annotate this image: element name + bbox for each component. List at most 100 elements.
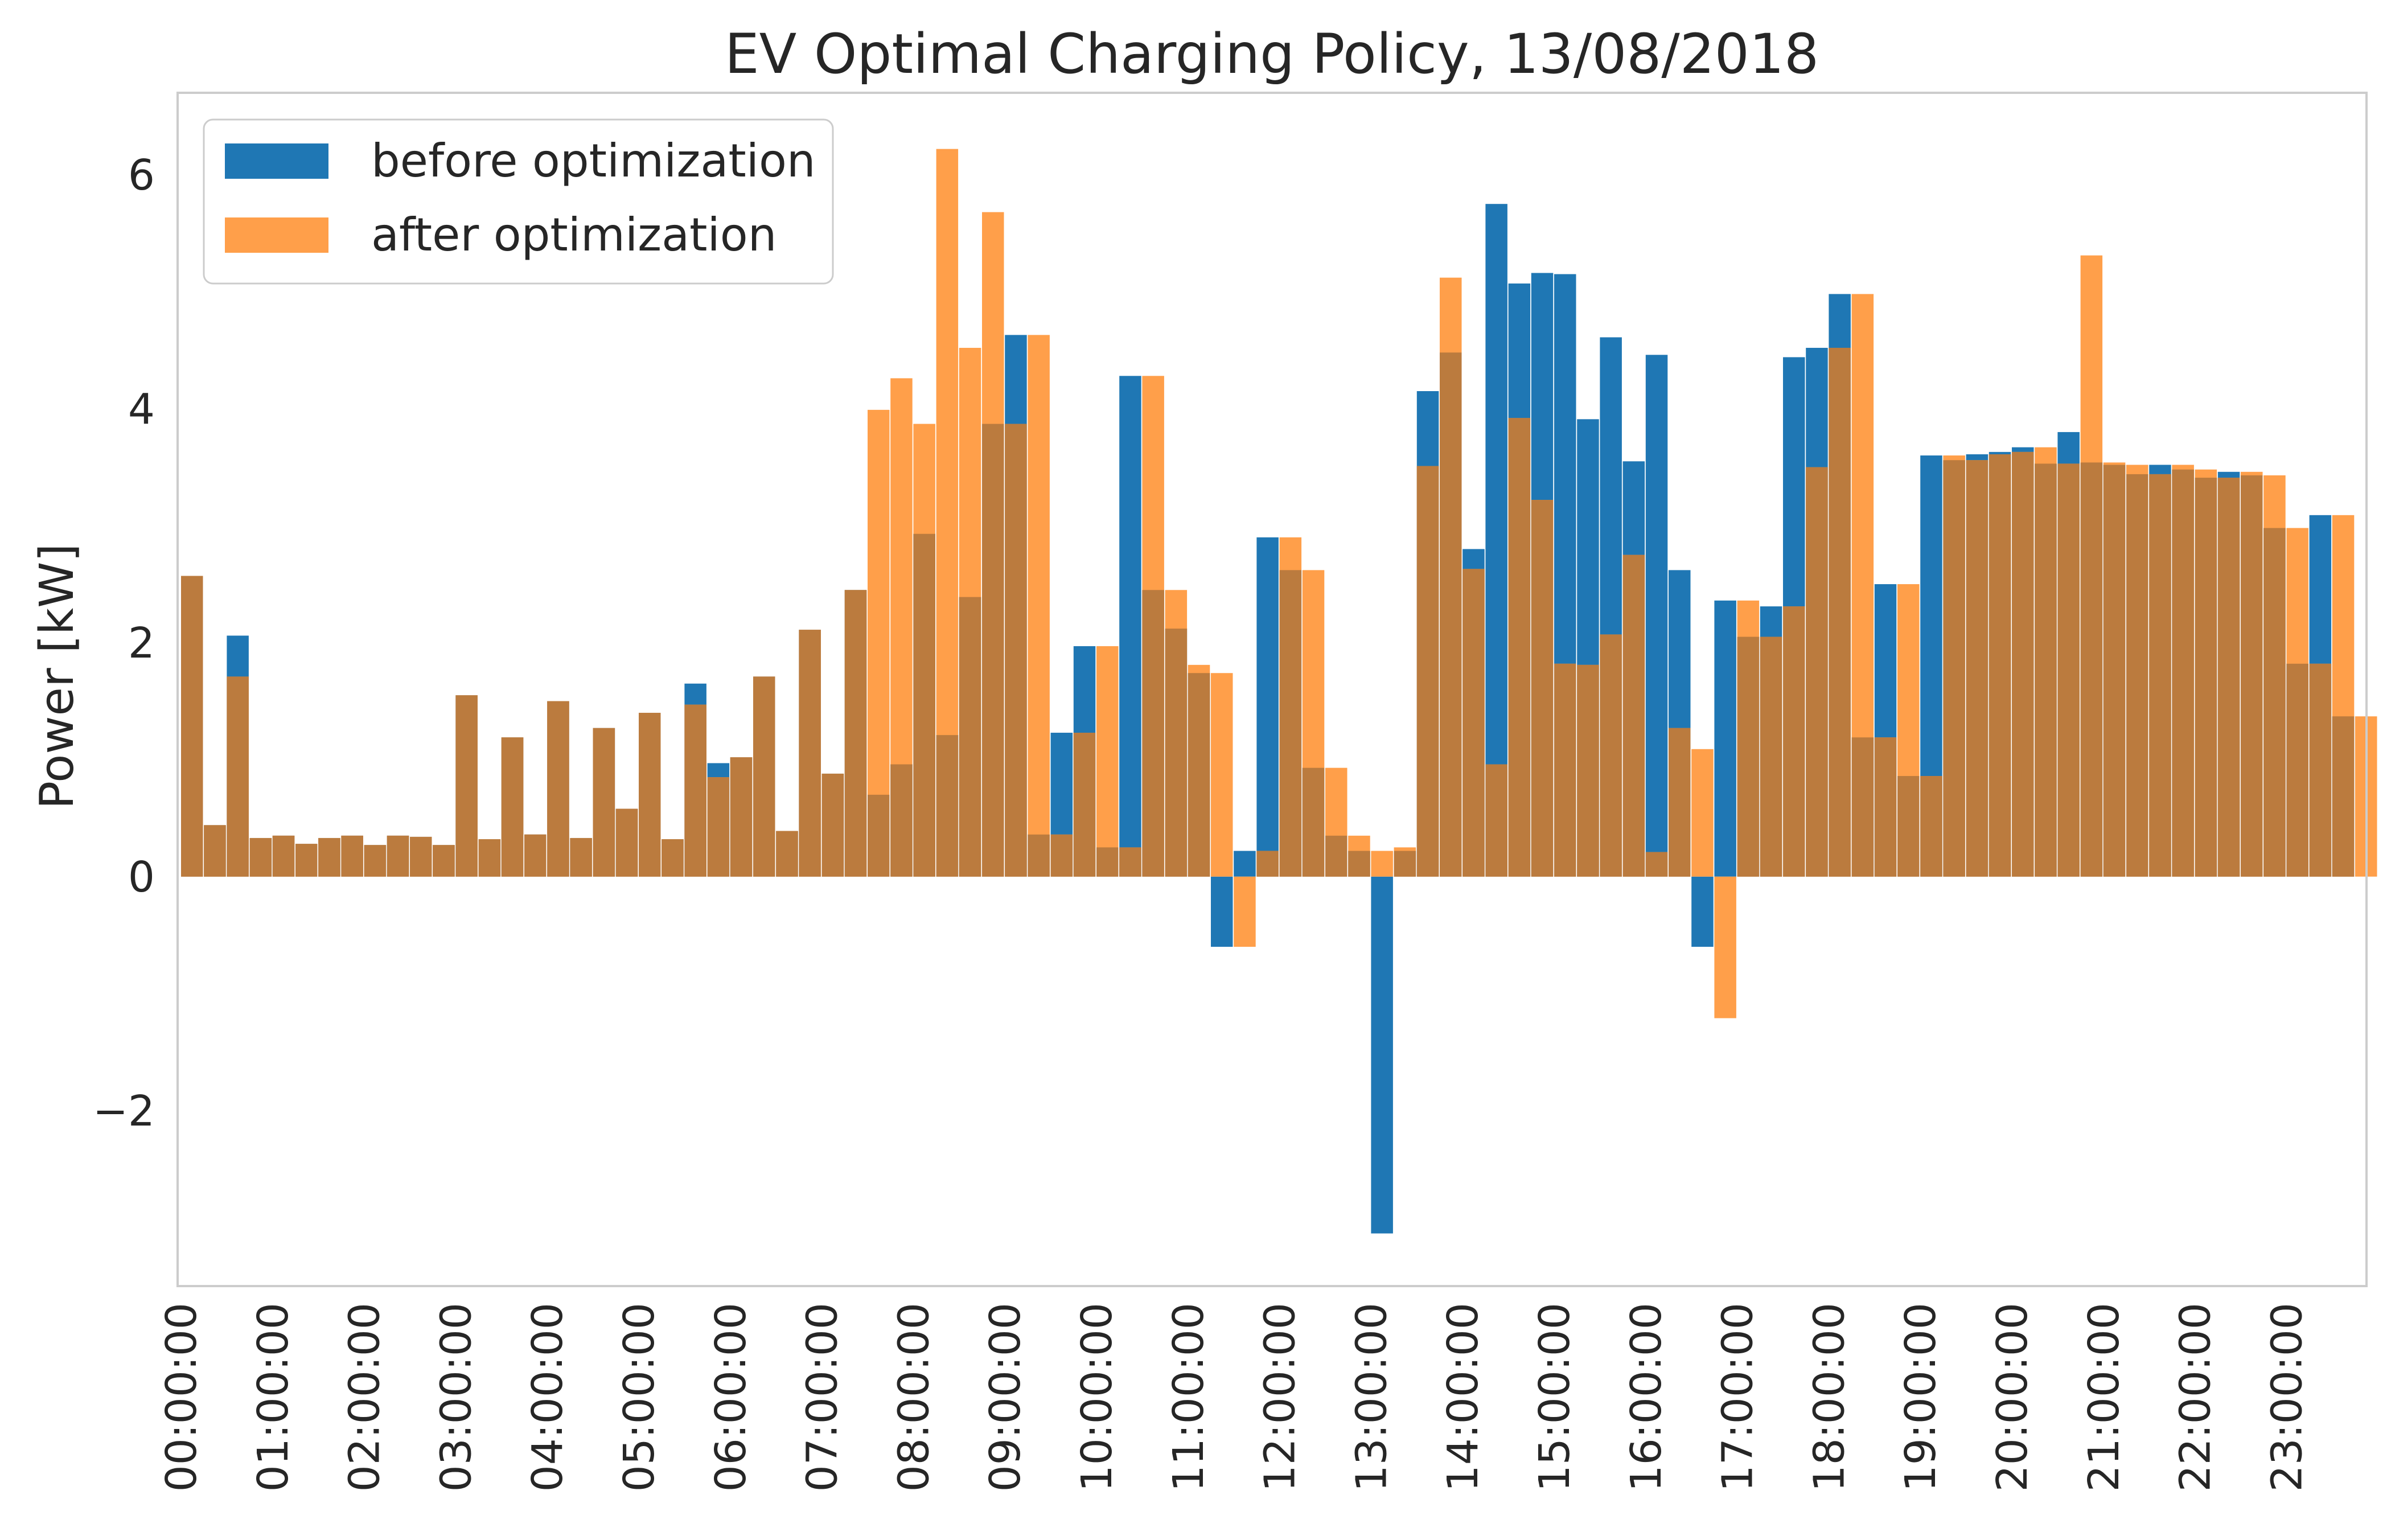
- bar-overlap-10: [410, 836, 432, 877]
- bar-overlap-57: [1485, 764, 1507, 877]
- bar-overlap-22: [684, 704, 706, 877]
- bar-overlap-44: [1188, 673, 1210, 877]
- bar-overlap-68: [1737, 636, 1760, 877]
- x-tick-label: 15:00:00: [1530, 1303, 1579, 1492]
- x-tick-label: 08:00:00: [889, 1303, 938, 1492]
- bar-overlap-7: [341, 835, 363, 877]
- bar-overlap-2: [227, 676, 249, 877]
- bar-before-47: [1256, 537, 1279, 877]
- bar-overlap-69: [1760, 636, 1782, 877]
- x-tick-label: 16:00:00: [1622, 1303, 1671, 1492]
- bar-overlap-82: [2057, 463, 2080, 877]
- bar-overlap-33: [936, 735, 959, 877]
- x-tick-label: 19:00:00: [1896, 1303, 1945, 1492]
- bar-overlap-8: [364, 845, 387, 877]
- bar-overlap-18: [593, 728, 615, 877]
- bar-overlap-11: [433, 845, 455, 877]
- bar-overlap-3: [249, 837, 272, 877]
- bar-overlap-6: [318, 837, 340, 877]
- bar-overlap-21: [662, 839, 684, 877]
- x-tick-label: 12:00:00: [1256, 1303, 1305, 1492]
- x-tick-label: 10:00:00: [1073, 1303, 1121, 1492]
- bar-overlap-76: [1920, 776, 1942, 877]
- bar-overlap-1: [204, 825, 226, 877]
- legend-swatch-before: [225, 143, 328, 179]
- bar-overlap-37: [1028, 834, 1050, 877]
- bar-overlap-39: [1073, 733, 1096, 877]
- bar-overlap-62: [1600, 634, 1622, 877]
- bar-before-45: [1211, 876, 1233, 947]
- bar-overlap-54: [1416, 466, 1439, 877]
- x-tick-label: 07:00:00: [798, 1303, 847, 1492]
- bar-overlap-75: [1897, 776, 1920, 877]
- x-tick-label: 23:00:00: [2262, 1303, 2311, 1492]
- bar-after-66: [1691, 749, 1714, 877]
- bar-overlap-12: [455, 695, 478, 877]
- x-tick-label: 04:00:00: [523, 1303, 572, 1492]
- y-tick-label: 4: [128, 385, 155, 434]
- bar-overlap-59: [1531, 500, 1554, 877]
- x-tick-label: 11:00:00: [1164, 1303, 1213, 1492]
- x-tick-label: 13:00:00: [1347, 1303, 1396, 1492]
- bar-overlap-36: [1005, 424, 1027, 877]
- bar-overlap-0: [181, 576, 203, 877]
- bar-overlap-73: [1851, 737, 1874, 877]
- bar-overlap-83: [2080, 462, 2103, 877]
- bar-overlap-29: [844, 590, 867, 877]
- bar-overlap-15: [524, 834, 547, 877]
- bar-before-46: [1234, 851, 1256, 877]
- bar-overlap-58: [1508, 418, 1531, 877]
- x-tick-label: 02:00:00: [340, 1303, 389, 1492]
- bar-after-67: [1714, 876, 1736, 1019]
- bar-overlap-4: [272, 835, 295, 877]
- bar-overlap-41: [1119, 847, 1141, 877]
- bar-overlap-78: [1966, 460, 1989, 877]
- x-tick-label: 00:00:00: [157, 1303, 206, 1492]
- bar-overlap-85: [2126, 474, 2148, 877]
- bar-overlap-88: [2195, 478, 2217, 877]
- y-tick-label: 0: [128, 853, 155, 902]
- bar-overlap-81: [2035, 463, 2057, 877]
- bar-overlap-60: [1554, 663, 1576, 877]
- bar-overlap-28: [821, 773, 844, 877]
- bar-overlap-64: [1645, 852, 1668, 877]
- bar-after-52: [1371, 851, 1393, 877]
- bar-before-64: [1645, 355, 1668, 877]
- bar-overlap-48: [1279, 570, 1302, 877]
- bar-overlap-42: [1142, 590, 1164, 877]
- bar-overlap-74: [1874, 737, 1897, 877]
- bar-overlap-43: [1165, 629, 1188, 877]
- bar-overlap-50: [1325, 835, 1347, 877]
- bar-overlap-27: [799, 630, 821, 877]
- bar-overlap-87: [2172, 469, 2194, 877]
- bar-overlap-5: [295, 844, 318, 877]
- bar-overlap-40: [1096, 847, 1119, 877]
- y-axis-label: Power [kW]: [30, 544, 84, 810]
- bar-overlap-13: [478, 839, 501, 877]
- bar-overlap-71: [1806, 467, 1828, 877]
- bar-overlap-9: [387, 835, 409, 877]
- bar-overlap-61: [1577, 664, 1599, 877]
- chart-title: EV Optimal Charging Policy, 13/08/2018: [725, 22, 1819, 86]
- x-tick-label: 20:00:00: [1988, 1303, 2037, 1492]
- bar-overlap-70: [1783, 606, 1805, 877]
- bar-overlap-53: [1394, 851, 1416, 877]
- x-tick-label: 05:00:00: [615, 1303, 664, 1492]
- legend-box: [203, 118, 834, 285]
- x-tick-label: 03:00:00: [432, 1303, 480, 1492]
- bar-overlap-23: [707, 777, 730, 877]
- x-tick-label: 06:00:00: [706, 1303, 755, 1492]
- y-tick-label: 6: [128, 151, 155, 200]
- bar-overlap-55: [1440, 352, 1462, 877]
- bar-overlap-93: [2309, 663, 2332, 877]
- x-tick-label: 18:00:00: [1805, 1303, 1854, 1492]
- x-tick-label: 21:00:00: [2080, 1303, 2129, 1492]
- bars-layer: [181, 149, 2377, 1234]
- bar-overlap-89: [2217, 478, 2240, 877]
- bar-overlap-17: [570, 837, 592, 877]
- bar-overlap-56: [1462, 569, 1485, 877]
- bar-before-41: [1119, 376, 1141, 877]
- y-tick-label: 2: [128, 619, 155, 668]
- bar-overlap-84: [2103, 465, 2126, 877]
